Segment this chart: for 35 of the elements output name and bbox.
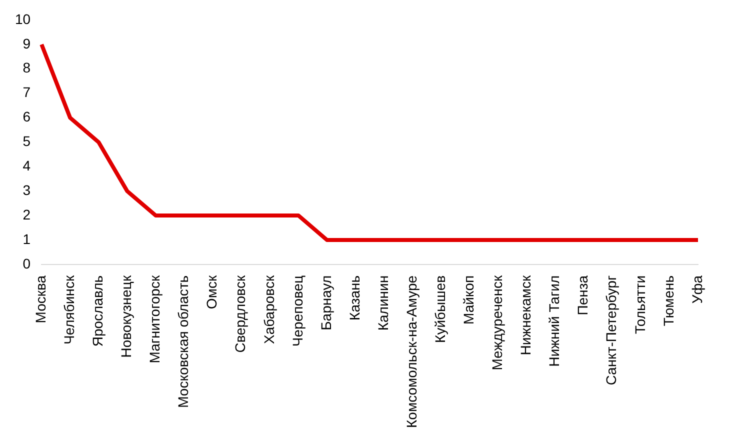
x-tick-label: Междуреченск <box>489 274 506 370</box>
x-tick-label: Куйбышев <box>432 275 448 343</box>
x-tick-label: Магнитогорск <box>146 274 163 364</box>
x-tick-label: Тольятти <box>632 275 648 334</box>
x-tick-label: Ярославль <box>90 275 106 347</box>
y-tick-label: 6 <box>22 108 31 125</box>
x-tick-label: Комсомольск-на-Амуре <box>403 275 420 428</box>
y-tick-label: 8 <box>22 60 31 76</box>
y-tick-label: 0 <box>22 255 31 272</box>
y-tick-label: 5 <box>22 133 31 150</box>
x-tick-label: Хабаровск <box>260 274 277 344</box>
y-tick-label: 2 <box>22 206 31 222</box>
y-tick-label: 10 <box>14 10 31 27</box>
x-tick-label: Казань <box>346 275 362 320</box>
y-tick-label: 3 <box>22 182 31 198</box>
x-tick-label: Челябинск <box>60 274 77 345</box>
x-tick-label: Череповец <box>289 275 306 347</box>
x-tick-label: Свердловск <box>232 274 248 353</box>
x-tick-label: Майкоп <box>460 275 477 324</box>
y-tick-label: 7 <box>22 84 31 100</box>
x-tick-label: Пенза <box>574 275 591 316</box>
x-tick-label: Тюмень <box>660 275 676 326</box>
x-tick-label: Омск <box>204 274 220 310</box>
x-tick-label: Санкт-Петербург <box>603 275 620 386</box>
x-tick-label: Москва <box>32 275 48 324</box>
x-tick-label: Нижний Тагил <box>546 275 562 367</box>
y-tick-label: 9 <box>22 35 31 52</box>
x-tick-label: Московская область <box>175 275 192 408</box>
x-tick-label: Калинин <box>374 275 391 331</box>
x-tick-label: Барнаул <box>318 275 334 330</box>
x-tick-label: Уфа <box>688 275 705 304</box>
y-tick-label: 1 <box>22 230 31 247</box>
x-tick-label: Новокузнецк <box>118 274 134 358</box>
x-tick-label: Нижнекамск <box>518 274 534 356</box>
y-tick-label: 4 <box>22 158 31 174</box>
